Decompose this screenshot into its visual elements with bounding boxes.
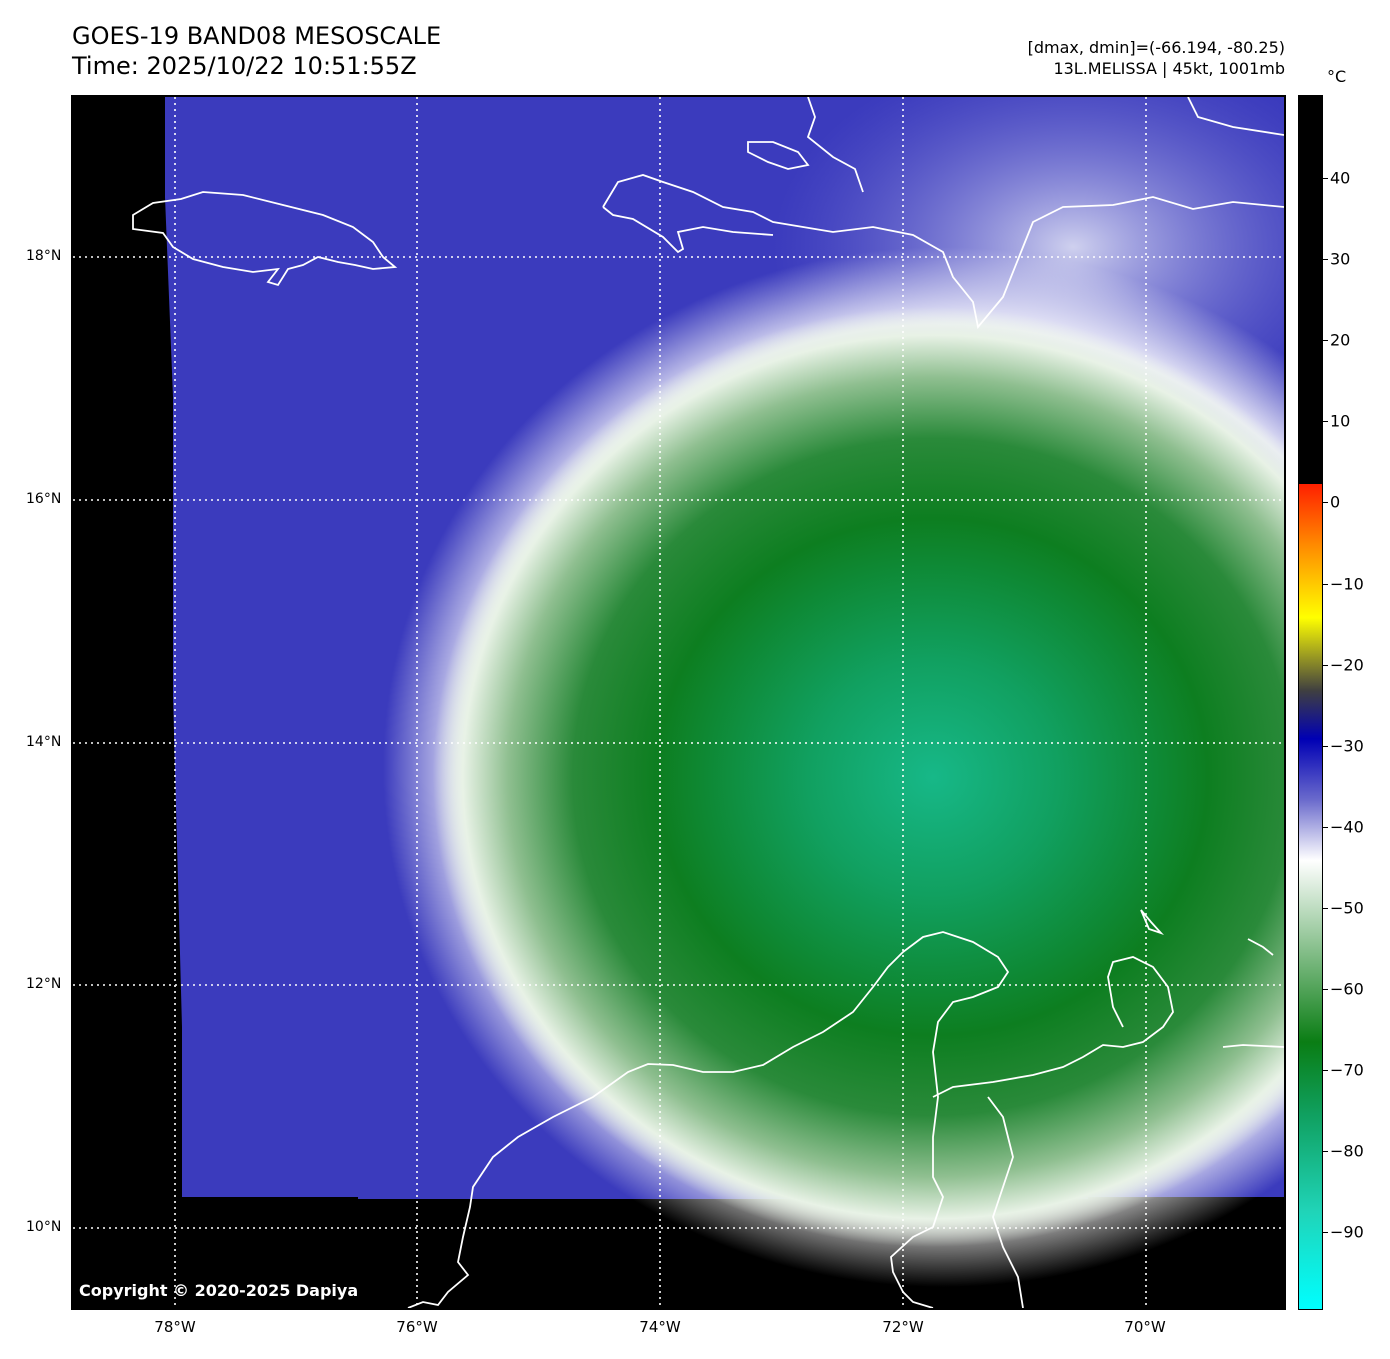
colorbar-tick-label: −60 bbox=[1330, 979, 1364, 999]
lat-label-14n: 14°N bbox=[26, 734, 62, 750]
chart-title: GOES-19 BAND08 MESOSCALE bbox=[72, 22, 442, 50]
lon-label-76w: 76°W bbox=[396, 1318, 438, 1336]
satellite-map: Copyright © 2020-2025 Dapiya bbox=[71, 95, 1286, 1310]
lon-label-72w: 72°W bbox=[882, 1318, 924, 1336]
colorbar-tick bbox=[1323, 1151, 1328, 1153]
colorbar-tick-label: 40 bbox=[1330, 168, 1351, 188]
satellite-imagery bbox=[73, 97, 1284, 1308]
colorbar-tick-label: −40 bbox=[1330, 817, 1364, 837]
lat-label-10n: 10°N bbox=[26, 1219, 62, 1235]
lon-label-74w: 74°W bbox=[639, 1318, 681, 1336]
colorbar-tick-label: −30 bbox=[1330, 736, 1364, 756]
colorbar-unit: °C bbox=[1327, 67, 1347, 86]
colorbar-tick-label: −70 bbox=[1330, 1060, 1364, 1080]
colorbar-tick bbox=[1323, 340, 1328, 342]
observation-time: Time: 2025/10/22 10:51:55Z bbox=[72, 52, 417, 80]
lat-label-18n: 18°N bbox=[26, 248, 62, 264]
colorbar-tick-label: −80 bbox=[1330, 1141, 1364, 1161]
storm-info: 13L.MELISSA | 45kt, 1001mb bbox=[1053, 59, 1285, 78]
colorbar-tick-label: 10 bbox=[1330, 411, 1351, 431]
colorbar-tick-label: 20 bbox=[1330, 330, 1351, 350]
colorbar-tick bbox=[1323, 826, 1328, 828]
colorbar-tick-label: 30 bbox=[1330, 249, 1351, 269]
data-range-text: [dmax, dmin]=(-66.194, -80.25) bbox=[1027, 38, 1285, 57]
colorbar-tick bbox=[1323, 664, 1328, 666]
colorbar-tick-label: −50 bbox=[1330, 898, 1364, 918]
colorbar-tick bbox=[1323, 421, 1328, 423]
colorbar-tick bbox=[1323, 259, 1328, 261]
temperature-colorbar bbox=[1298, 95, 1323, 1310]
colorbar-tick bbox=[1323, 502, 1328, 504]
colorbar-tick bbox=[1323, 1232, 1328, 1234]
colorbar-tick bbox=[1323, 1070, 1328, 1072]
colorbar-tick-label: −20 bbox=[1330, 655, 1364, 675]
lon-label-70w: 70°W bbox=[1124, 1318, 1166, 1336]
lon-label-78w: 78°W bbox=[154, 1318, 196, 1336]
colorbar-tick-label: −10 bbox=[1330, 574, 1364, 593]
lat-label-16n: 16°N bbox=[26, 491, 62, 507]
colorbar-tick-label: 0 bbox=[1330, 492, 1341, 512]
colorbar-tick bbox=[1323, 907, 1328, 909]
colorbar-tick-label: −90 bbox=[1330, 1222, 1364, 1242]
lat-label-12n: 12°N bbox=[26, 976, 62, 992]
colorbar-tick bbox=[1323, 583, 1328, 585]
copyright-notice: Copyright © 2020-2025 Dapiya bbox=[79, 1281, 359, 1300]
colorbar-tick bbox=[1323, 989, 1328, 990]
colorbar-tick bbox=[1323, 745, 1328, 747]
coastlines bbox=[132, 97, 1284, 1308]
colorbar-tick bbox=[1323, 178, 1328, 179]
